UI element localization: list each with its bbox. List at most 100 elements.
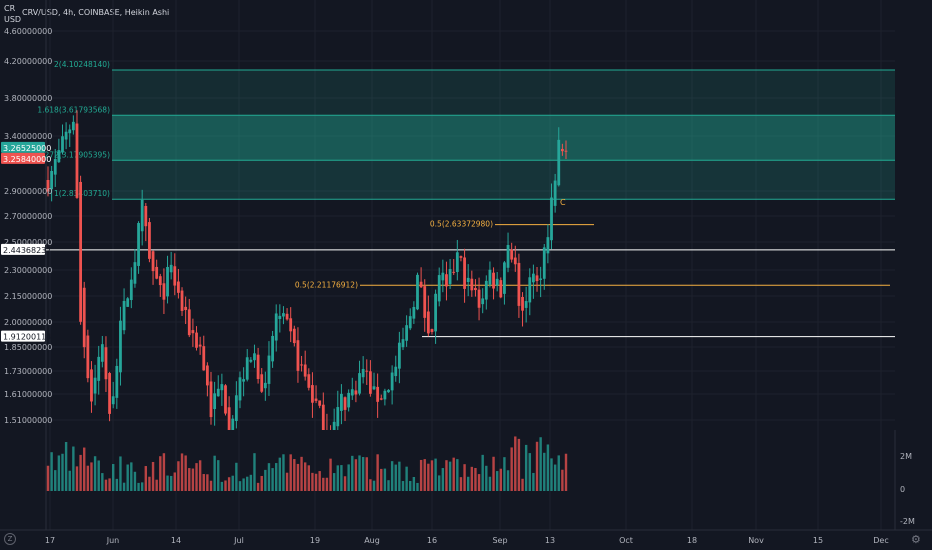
volume-bar: [532, 472, 535, 491]
volume-bar: [217, 460, 220, 491]
price-tag-box: [1, 152, 45, 164]
volume-bar: [285, 472, 289, 491]
x-tick-label: Nov: [748, 536, 764, 545]
y-tick-label: 4.20000000: [4, 57, 52, 66]
candle-body: [495, 278, 499, 286]
zoom-icon[interactable]: Z: [4, 533, 16, 545]
candle-body: [521, 296, 524, 311]
candle-body: [340, 393, 343, 411]
volume-bar: [224, 480, 227, 491]
volume-bar: [401, 481, 405, 491]
candle-body: [278, 315, 282, 320]
currency-unit: USD: [4, 15, 22, 24]
candle-body: [510, 249, 514, 260]
volume-bar: [390, 461, 394, 491]
volume-bar: [387, 480, 390, 491]
candle-body: [560, 148, 564, 152]
candle-body: [434, 293, 437, 332]
volume-bar: [101, 473, 104, 491]
candle-body: [564, 150, 568, 152]
volume-bar: [289, 454, 292, 491]
candle-body: [365, 370, 369, 372]
volume-bar: [130, 462, 133, 491]
volume-bar: [416, 482, 419, 491]
candle-body: [68, 129, 72, 134]
volume-bar: [122, 482, 126, 491]
price-tag-label: 3.25840000: [3, 155, 51, 164]
volume-bar: [282, 454, 285, 491]
volume-bar: [376, 454, 379, 491]
volume-bar: [90, 462, 93, 491]
candle-body: [488, 269, 492, 285]
volume-bar: [173, 472, 176, 491]
volume-bar: [188, 468, 191, 491]
x-tick-label: Jun: [106, 536, 120, 545]
volume-bar: [398, 461, 401, 491]
volume-bar: [137, 482, 140, 491]
candle-body: [93, 377, 97, 394]
candle-body: [64, 131, 68, 140]
candle-body: [53, 159, 57, 175]
candle-body: [61, 136, 64, 153]
candle-body: [119, 320, 122, 373]
candle-body: [111, 396, 115, 405]
candle-body: [256, 354, 260, 379]
y-tick-label: 2.15000000: [4, 292, 52, 301]
candle-body: [550, 197, 553, 241]
candle-body: [311, 385, 314, 403]
candle-body: [506, 245, 510, 268]
x-tick-label: Aug: [364, 536, 380, 545]
y-tick-label: 2.30000000: [4, 266, 52, 275]
candle-body: [220, 384, 224, 391]
candle-body: [177, 281, 180, 293]
volume-bar: [535, 441, 539, 491]
volume-bar: [242, 478, 245, 491]
volume-bar: [477, 474, 481, 491]
candle-body: [531, 273, 535, 283]
candle-body: [542, 247, 546, 279]
candle-body: [361, 368, 365, 378]
volume-bar: [206, 474, 209, 491]
volume-bar: [246, 476, 249, 491]
price-tag-label: 2.44368237: [3, 246, 51, 255]
volume-bar: [184, 455, 187, 491]
volume-bar: [140, 482, 144, 491]
volume-bar: [119, 456, 122, 491]
candle-body: [82, 287, 86, 348]
x-tick-label: 17: [45, 536, 55, 545]
y-tick-label: 2.00000000: [4, 318, 52, 327]
candle-body: [336, 407, 340, 427]
candle-body: [263, 382, 267, 389]
volume-bar: [383, 468, 387, 491]
volume-bar: [155, 479, 158, 491]
volume-bar: [365, 457, 368, 491]
volume-bar: [336, 465, 339, 491]
x-tick-label: 13: [545, 536, 555, 545]
volume-bar: [543, 452, 546, 491]
candle-body: [274, 313, 278, 341]
gear-icon[interactable]: ⚙: [911, 533, 921, 546]
candle-body: [216, 388, 220, 397]
volume-bar: [303, 462, 307, 491]
volume-bar: [438, 475, 441, 491]
candle-body: [347, 392, 351, 408]
candle-body: [343, 397, 347, 410]
candle-body: [383, 390, 387, 400]
candle-body: [245, 357, 249, 380]
volume-bar: [325, 477, 329, 491]
candle-body: [137, 223, 140, 266]
candle-body: [126, 298, 130, 307]
volume-bar: [256, 482, 260, 491]
volume-bar: [452, 457, 455, 491]
candle-body: [459, 256, 463, 258]
candle-body: [430, 329, 434, 332]
volume-bar: [485, 465, 488, 491]
candle-body: [484, 280, 488, 300]
volume-bar: [514, 436, 517, 491]
volume-bar: [503, 457, 506, 491]
candle-body: [253, 353, 256, 361]
candle-body: [492, 272, 495, 289]
price-tag-box: [1, 141, 45, 153]
volume-bar: [430, 460, 434, 491]
